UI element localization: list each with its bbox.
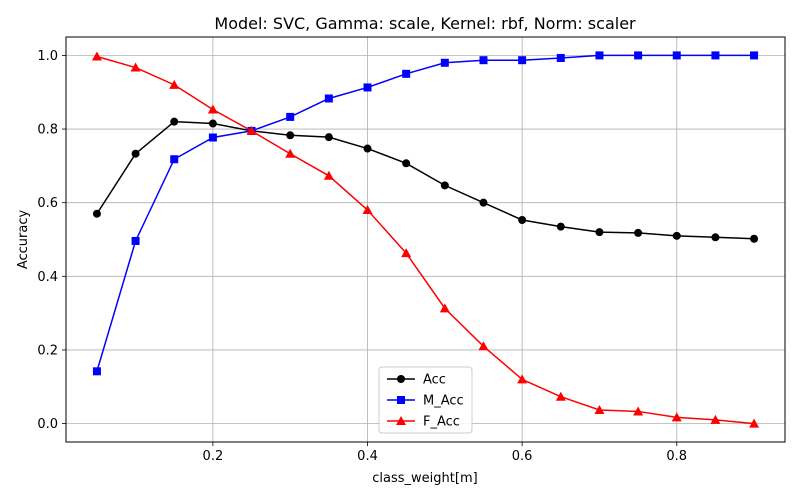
data-point — [440, 58, 449, 67]
x-tick-label: 0.2 — [203, 449, 224, 464]
data-point — [633, 406, 644, 416]
x-tick-label: 0.8 — [666, 449, 687, 464]
legend: Acc M_Acc F_Acc — [378, 366, 473, 434]
series-layer — [91, 51, 760, 428]
y-tick-label: 0.4 — [37, 270, 58, 285]
chart-title: Model: SVC, Gamma: scale, Kernel: rbf, N… — [214, 14, 636, 33]
data-point — [91, 51, 102, 61]
data-point — [285, 148, 296, 158]
data-point — [478, 341, 489, 351]
data-point — [749, 418, 760, 428]
legend-label: M_Acc — [423, 394, 464, 409]
data-point — [286, 112, 295, 121]
data-point — [440, 181, 449, 190]
data-point — [324, 94, 333, 103]
data-point — [286, 131, 295, 140]
legend-entry: F_Acc — [387, 415, 460, 430]
data-point — [710, 414, 721, 424]
data-point — [170, 117, 179, 126]
data-point — [555, 391, 566, 401]
legend-entry: M_Acc — [387, 394, 464, 409]
legend-box — [378, 366, 473, 434]
series-f-acc — [91, 51, 760, 428]
x-axis-label: class_weight[m] — [372, 471, 477, 486]
data-point — [672, 51, 681, 60]
data-point — [402, 69, 411, 78]
data-point — [595, 228, 604, 237]
data-point — [169, 79, 180, 89]
data-point — [207, 104, 218, 114]
data-point — [750, 51, 759, 60]
data-point — [363, 144, 372, 153]
legend-label: Acc — [423, 373, 446, 388]
data-point — [130, 62, 141, 72]
y-tick-label: 0.8 — [37, 123, 58, 138]
data-point — [594, 404, 605, 414]
data-point — [518, 56, 527, 65]
legend-label: F_Acc — [423, 415, 460, 430]
legend-marker — [397, 396, 405, 404]
y-tick-label: 0.0 — [37, 417, 58, 432]
data-point — [711, 51, 720, 60]
x-tick-label: 0.6 — [512, 449, 533, 464]
data-point — [634, 228, 643, 237]
plot-frame — [65, 36, 786, 443]
series-line — [96, 54, 755, 372]
data-point — [479, 56, 488, 65]
data-point — [92, 209, 101, 218]
data-point — [439, 303, 450, 313]
data-point — [517, 374, 528, 384]
data-point — [208, 133, 217, 142]
series-acc — [92, 117, 759, 243]
data-point — [131, 149, 140, 158]
data-point — [363, 83, 372, 92]
data-point — [323, 170, 334, 180]
data-point — [208, 119, 217, 128]
data-point — [324, 133, 333, 142]
y-tick-label: 0.6 — [37, 196, 58, 211]
data-point — [92, 367, 101, 376]
data-point — [672, 231, 681, 240]
y-tick-label: 1.0 — [37, 49, 58, 64]
legend-marker — [396, 416, 406, 425]
x-tick-label: 0.4 — [357, 449, 378, 464]
y-tick-label: 0.2 — [37, 343, 58, 358]
data-point — [170, 155, 179, 164]
data-point — [595, 51, 604, 60]
data-point — [634, 51, 643, 60]
data-point — [131, 236, 140, 245]
data-point — [518, 215, 527, 224]
data-point — [479, 198, 488, 207]
data-point — [711, 233, 720, 242]
data-point — [671, 412, 682, 422]
legend-entry: Acc — [387, 373, 446, 388]
data-point — [246, 125, 257, 135]
data-point — [402, 159, 411, 168]
data-point — [401, 248, 412, 258]
axis-ticks: 0.2 0.4 0.6 0.8 0.0 0.2 0.4 0.6 0.8 1.0 — [37, 49, 687, 464]
series-line — [96, 120, 755, 240]
series-line — [96, 55, 755, 425]
y-axis-label: Accuracy — [16, 210, 31, 270]
data-point — [556, 222, 565, 231]
data-point — [362, 205, 373, 215]
data-point — [556, 53, 565, 62]
data-point — [750, 234, 759, 243]
legend-marker — [397, 375, 405, 383]
